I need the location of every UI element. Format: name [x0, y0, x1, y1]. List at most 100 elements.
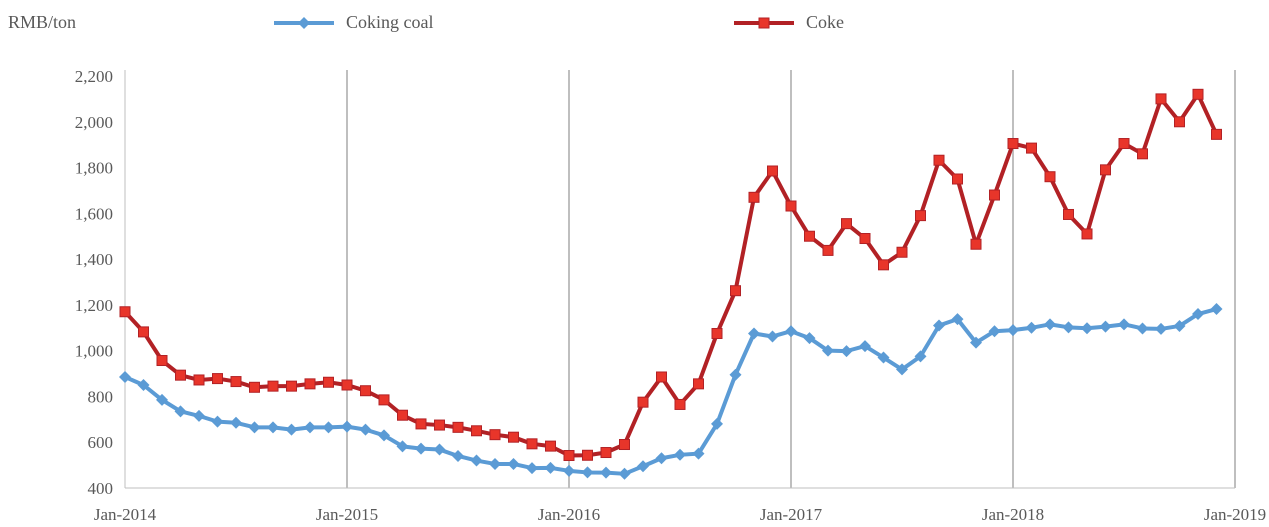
point-coking-coal-2018-03: [1044, 318, 1056, 331]
point-coke-2017-10: [952, 173, 963, 185]
point-coke-2017-09: [933, 154, 945, 166]
point-coking-coal-2014-12: [322, 421, 335, 434]
point-coke-2016-06: [656, 371, 667, 383]
point-coke-2014-10: [286, 380, 297, 392]
legend-label-coke: Coke: [806, 12, 844, 32]
x-axis-tick-labels: Jan-2014 Jan-2015 Jan-2016 Jan-2017 Jan-2018…: [94, 505, 1266, 524]
y-tick-label-800: 800: [88, 387, 114, 406]
point-coking-coal-2018-10: [1173, 319, 1186, 332]
point-coke-2018-08: [1137, 148, 1148, 160]
point-coking-coal-2015-07: [452, 449, 464, 462]
point-coke-2015-07: [452, 421, 464, 433]
point-coke-2015-10: [508, 431, 519, 443]
point-coking-coal-2016-02: [581, 466, 594, 479]
point-coke-2014-03: [156, 355, 168, 367]
point-coking-coal-2014-01: [119, 370, 131, 383]
point-coke-2018-03: [1044, 171, 1056, 183]
y-tick-label-1400: 1,400: [75, 250, 113, 269]
point-coking-coal-2014-06: [211, 415, 224, 428]
point-coke-2018-05: [1081, 228, 1093, 240]
series-markers: [119, 88, 1223, 480]
point-coke-2014-11: [304, 378, 316, 390]
point-coking-coal-2017-05: [859, 340, 871, 353]
point-coke-2014-07: [230, 376, 242, 388]
point-coke-2018-06: [1100, 164, 1111, 176]
point-coking-coal-2014-02: [137, 379, 150, 391]
legend-swatch-coking-coal: [274, 16, 334, 29]
point-coking-coal-2016-05: [637, 460, 649, 473]
point-coking-coal-2018-01: [1007, 324, 1019, 337]
point-coke-2015-08: [471, 425, 482, 437]
point-coking-coal-2017-09: [933, 319, 945, 332]
point-coke-2015-12: [545, 440, 556, 452]
point-coke-2016-08: [693, 378, 704, 390]
point-coking-coal-2018-02: [1025, 321, 1038, 334]
point-coking-coal-2018-05: [1081, 322, 1093, 335]
point-coking-coal-2014-08: [248, 421, 261, 434]
point-coke-2017-06: [878, 259, 889, 271]
point-coking-coal-2015-12: [544, 461, 557, 474]
point-coking-coal-2014-09: [267, 421, 279, 434]
axes: [124, 70, 1235, 489]
legend-item-coke: Coke: [732, 12, 844, 33]
legend-item-coking-coal: Coking coal: [272, 12, 434, 33]
point-coking-coal-2017-08: [914, 350, 927, 363]
x-tick-label-jan-2017: Jan-2017: [760, 505, 823, 524]
point-coking-coal-2015-08: [470, 454, 483, 467]
point-coke-2017-12: [989, 189, 1000, 201]
y-axis-tick-labels: 400 600 800 1,000 1,200 1,400 1,600 1,800 2,000 2…: [75, 67, 113, 498]
point-coking-coal-2017-10: [951, 313, 964, 326]
point-coke-2015-06: [434, 419, 445, 431]
point-coking-coal-2015-05: [415, 442, 427, 455]
x-tick-label-jan-2018: Jan-2018: [982, 505, 1044, 524]
point-coking-coal-2017-11: [970, 336, 982, 349]
point-coking-coal-2018-11: [1192, 308, 1204, 321]
point-coke-2017-04: [841, 218, 852, 230]
point-coking-coal-2016-06: [655, 452, 668, 465]
point-coking-coal-2016-08: [692, 447, 705, 460]
point-coking-coal-2015-02: [359, 423, 372, 436]
point-coke-2017-02: [804, 230, 815, 242]
point-coking-coal-2018-04: [1062, 321, 1075, 334]
point-coke-2018-04: [1063, 208, 1074, 220]
point-coking-coal-2017-03: [822, 344, 834, 357]
point-coke-2015-03: [378, 394, 390, 406]
point-coke-2017-03: [822, 244, 834, 256]
point-coking-coal-2018-08: [1136, 322, 1149, 335]
legend-label-coking-coal: Coking coal: [346, 12, 434, 32]
point-coke-2016-10: [730, 285, 741, 297]
x-tick-label-jan-2019: Jan-2019: [1204, 505, 1266, 524]
point-coke-2015-11: [526, 438, 538, 450]
point-coking-coal-2015-10: [507, 457, 520, 470]
y-tick-label-400: 400: [88, 479, 114, 498]
point-coking-coal-2017-01: [785, 325, 797, 338]
point-coking-coal-2016-07: [674, 448, 686, 461]
point-coking-coal-2014-10: [285, 423, 298, 436]
point-coke-2017-05: [859, 233, 871, 245]
point-coke-2014-06: [212, 373, 223, 385]
point-coking-coal-2015-09: [489, 457, 501, 470]
x-tick-label-jan-2015: Jan-2015: [316, 505, 378, 524]
point-coke-2018-11: [1192, 88, 1204, 100]
point-coke-2016-03: [600, 447, 612, 459]
point-coking-coal-2015-11: [526, 462, 538, 475]
point-coke-2016-05: [637, 396, 649, 408]
point-coke-2016-01: [563, 449, 575, 461]
legend-swatch-coke: [734, 17, 794, 28]
point-coking-coal-2016-01: [563, 464, 575, 477]
point-coking-coal-2018-09: [1155, 322, 1167, 335]
x-tick-label-jan-2014: Jan-2014: [94, 505, 157, 524]
point-coking-coal-2014-03: [156, 393, 168, 406]
point-coking-coal-2014-05: [193, 409, 205, 422]
series-lines: [123, 92, 1219, 476]
point-coke-2016-12: [767, 165, 778, 177]
point-coke-2017-01: [785, 200, 797, 212]
point-coke-2016-04: [619, 439, 630, 451]
point-coke-2015-04: [397, 409, 408, 421]
point-coking-coal-2016-03: [600, 466, 612, 479]
point-coke-2014-01: [119, 306, 131, 318]
point-coke-2018-01: [1007, 138, 1019, 150]
point-coking-coal-2017-07: [896, 363, 908, 376]
point-coke-2017-08: [915, 210, 926, 222]
point-coke-2015-09: [489, 429, 501, 441]
